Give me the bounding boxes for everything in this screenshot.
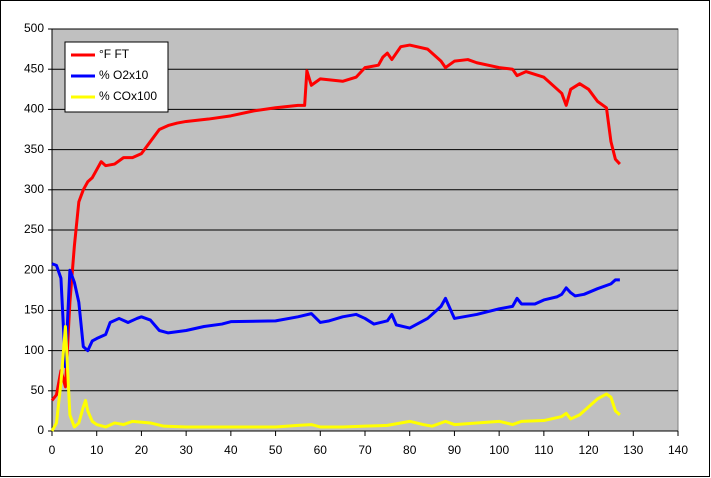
y-tick-label: 350	[24, 142, 44, 156]
x-tick-label: 120	[579, 443, 599, 457]
x-tick-label: 130	[623, 443, 643, 457]
y-tick-label: 150	[24, 303, 44, 317]
x-tick-label: 70	[358, 443, 372, 457]
y-tick-label: 200	[24, 262, 44, 276]
x-tick-label: 90	[448, 443, 462, 457]
x-tick-label: 50	[269, 443, 283, 457]
x-tick-label: 100	[489, 443, 509, 457]
x-tick-label: 0	[49, 443, 56, 457]
legend-label: % COx100	[99, 89, 157, 103]
x-tick-label: 10	[90, 443, 104, 457]
series-line	[50, 324, 621, 432]
x-tick-label: 30	[179, 443, 193, 457]
y-tick-label: 0	[37, 423, 44, 437]
x-tick-label: 20	[135, 443, 149, 457]
y-tick-label: 400	[24, 102, 44, 116]
legend-label: % O2x10	[99, 68, 149, 82]
legend-label: °F FT	[99, 47, 130, 61]
y-tick-label: 300	[24, 182, 44, 196]
x-tick-label: 110	[534, 443, 553, 457]
y-tick-label: 50	[31, 383, 45, 397]
x-tick-label: 40	[224, 443, 238, 457]
x-tick-label: 80	[403, 443, 417, 457]
y-tick-label: 250	[24, 222, 44, 236]
x-tick-label: 140	[668, 443, 688, 457]
series-line	[50, 43, 621, 402]
y-tick-label: 500	[24, 21, 44, 35]
series-line	[51, 262, 620, 369]
x-tick-label: 60	[314, 443, 328, 457]
y-tick-label: 450	[24, 61, 44, 75]
y-tick-label: 100	[24, 343, 44, 357]
